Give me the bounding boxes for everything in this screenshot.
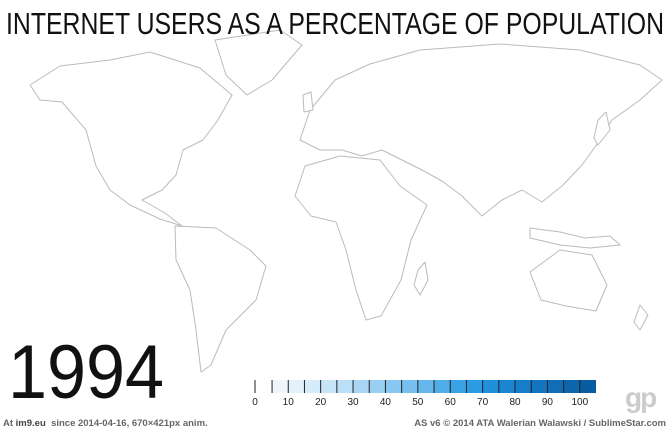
legend-tick-label: 30	[347, 397, 359, 408]
legend-swatch	[515, 380, 532, 393]
legend-swatch	[482, 380, 499, 393]
uk	[302, 91, 314, 113]
map-title: INTERNET USERS AS A PERCENTAGE OF POPULA…	[6, 6, 664, 41]
japan	[593, 111, 611, 146]
gp-logo: gp	[625, 382, 657, 413]
legend-tick-label: 60	[445, 397, 457, 408]
south-america	[174, 225, 267, 373]
legend-swatch	[369, 380, 386, 393]
legend-tick-label: 80	[509, 397, 521, 408]
legend-swatch	[385, 380, 402, 393]
greenland	[214, 29, 303, 96]
year-wrapper: 1994	[8, 330, 164, 410]
map-title-wrapper: INTERNET USERS AS A PERCENTAGE OF POPULA…	[6, 6, 664, 41]
year-label: 1994	[8, 330, 164, 410]
legend-swatch	[531, 380, 548, 393]
footer-left: At im9.eu since 2014-04-16, 670×421px an…	[3, 418, 208, 429]
legend-swatch	[304, 380, 321, 393]
legend-swatch	[563, 380, 580, 393]
legend-tick-label: 40	[380, 397, 392, 408]
new-zealand	[633, 304, 649, 331]
legend-swatch	[320, 380, 337, 393]
legend-swatch	[288, 380, 305, 393]
legend-tick-label: 90	[542, 397, 554, 408]
legend-tick-label: 0	[252, 397, 258, 408]
legend-swatch	[466, 380, 483, 393]
footer-suffix: since 2014-04-16, 670×421px anim.	[51, 418, 208, 429]
legend-tick-label: 10	[283, 397, 295, 408]
legend-swatch	[336, 380, 354, 393]
footer-prefix: At	[3, 418, 14, 429]
legend-swatch	[434, 380, 451, 393]
legend-swatch	[401, 380, 418, 393]
eurasia	[299, 43, 663, 217]
footer-credit: AS v6 © 2014 ATA Walerian Walawski / Sub…	[414, 418, 666, 429]
legend-swatch	[417, 380, 435, 393]
legend-tick-label: 20	[315, 397, 327, 408]
legend-swatch	[450, 380, 467, 393]
indonesia	[529, 227, 621, 249]
legend-tick-label: 70	[477, 397, 489, 408]
legend-swatch	[272, 380, 289, 393]
north-america	[29, 51, 233, 227]
australia	[529, 249, 608, 312]
legend-swatch	[547, 380, 564, 393]
legend-swatch	[353, 380, 370, 393]
madagascar	[413, 261, 429, 296]
legend-tick-label: 100	[571, 397, 588, 408]
footer-site-link[interactable]: im9.eu	[15, 418, 46, 429]
africa	[294, 155, 428, 321]
legend-swatch	[498, 380, 516, 393]
legend-swatch	[579, 380, 596, 393]
legend-tick-label: 50	[412, 397, 424, 408]
